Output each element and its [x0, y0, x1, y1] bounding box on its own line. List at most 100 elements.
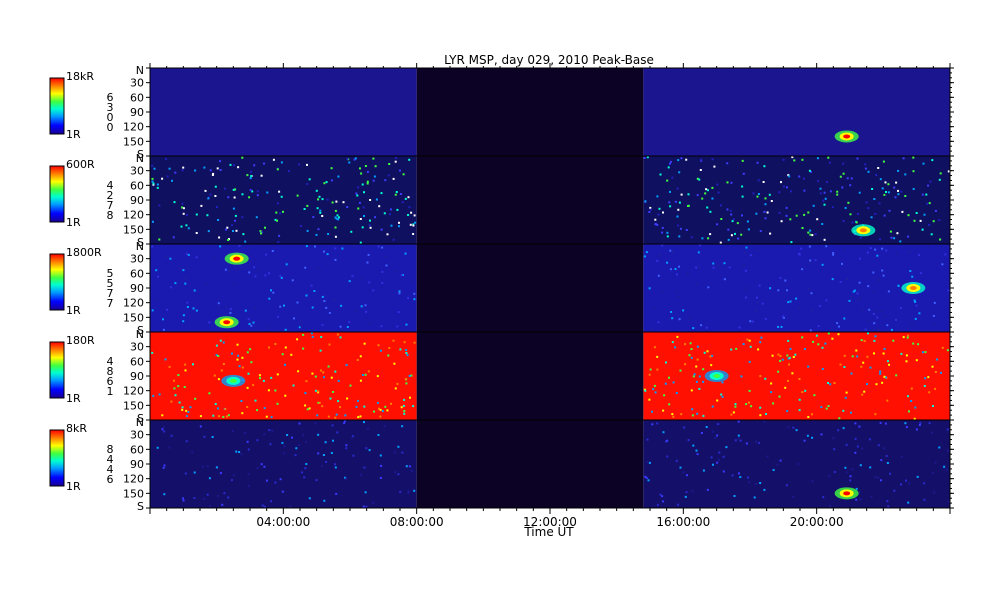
- noise-pixel: [821, 223, 824, 225]
- noise-pixel: [814, 259, 817, 262]
- noise-pixel: [377, 344, 380, 347]
- noise-pixel: [876, 316, 879, 319]
- noise-pixel: [240, 453, 243, 456]
- noise-pixel: [223, 187, 226, 190]
- noise-pixel: [248, 323, 251, 325]
- noise-pixel: [843, 354, 846, 357]
- noise-pixel: [317, 452, 320, 455]
- colorbar: [49, 429, 65, 487]
- noise-pixel: [246, 406, 249, 408]
- noise-pixel: [280, 276, 283, 279]
- noise-pixel: [855, 498, 858, 501]
- noise-pixel: [182, 497, 184, 500]
- noise-pixel: [226, 415, 228, 418]
- noise-pixel: [931, 431, 934, 434]
- noise-pixel: [874, 475, 877, 478]
- noise-pixel: [174, 282, 177, 285]
- noise-pixel: [311, 372, 314, 375]
- noise-pixel: [850, 177, 853, 180]
- noise-pixel: [939, 172, 942, 175]
- noise-pixel: [737, 434, 740, 437]
- noise-pixel: [665, 361, 667, 364]
- noise-pixel: [894, 196, 897, 199]
- noise-pixel: [842, 409, 845, 412]
- noise-pixel: [316, 207, 319, 210]
- noise-pixel: [940, 371, 942, 374]
- noise-pixel: [770, 391, 773, 394]
- noise-pixel: [704, 192, 707, 195]
- noise-pixel: [784, 386, 787, 389]
- noise-pixel: [731, 474, 734, 477]
- noise-pixel: [858, 191, 861, 194]
- noise-pixel: [378, 407, 380, 410]
- noise-pixel: [323, 499, 326, 502]
- channel-digit: 0: [107, 111, 114, 124]
- noise-pixel: [262, 379, 265, 382]
- noise-pixel: [216, 495, 219, 498]
- noise-pixel: [346, 397, 349, 400]
- noise-pixel: [654, 223, 657, 226]
- noise-pixel: [717, 191, 720, 194]
- noise-pixel: [184, 282, 187, 285]
- noise-pixel: [234, 214, 237, 217]
- noise-pixel: [304, 467, 307, 470]
- noise-pixel: [700, 158, 703, 161]
- noise-pixel: [832, 252, 835, 254]
- noise-pixel: [405, 349, 408, 351]
- noise-pixel: [350, 230, 353, 233]
- noise-pixel: [707, 286, 710, 289]
- noise-pixel: [254, 275, 257, 278]
- noise-pixel: [858, 425, 861, 428]
- channel-digit: 5: [107, 277, 114, 290]
- noise-pixel: [879, 370, 882, 373]
- noise-pixel: [344, 476, 347, 479]
- channel-digit: 3: [107, 101, 114, 114]
- noise-pixel: [185, 415, 188, 418]
- noise-pixel: [392, 238, 395, 241]
- noise-pixel: [779, 459, 782, 462]
- noise-pixel: [185, 440, 188, 443]
- colorbar-max-label: 600R: [66, 158, 95, 171]
- noise-pixel: [249, 348, 252, 351]
- noise-pixel: [253, 266, 256, 269]
- noise-pixel: [934, 209, 937, 212]
- noise-pixel: [932, 314, 935, 317]
- noise-pixel: [241, 356, 244, 359]
- noise-pixel: [849, 479, 852, 482]
- noise-pixel: [929, 180, 932, 183]
- noise-pixel: [211, 174, 214, 176]
- noise-pixel: [867, 170, 870, 173]
- noise-pixel: [709, 210, 712, 213]
- noise-pixel: [706, 206, 709, 209]
- noise-pixel: [151, 180, 154, 183]
- noise-pixel: [248, 196, 251, 199]
- noise-pixel: [337, 400, 340, 403]
- y-tick-label: 120: [123, 209, 144, 222]
- noise-pixel: [163, 464, 166, 467]
- noise-pixel: [895, 374, 898, 377]
- noise-pixel: [181, 408, 184, 411]
- noise-pixel: [856, 292, 859, 295]
- noise-pixel: [896, 252, 899, 255]
- noise-pixel: [248, 271, 251, 274]
- noise-pixel: [251, 190, 254, 193]
- noise-pixel: [156, 446, 159, 449]
- noise-pixel: [250, 324, 253, 327]
- noise-pixel: [296, 194, 299, 197]
- noise-pixel: [185, 409, 188, 412]
- noise-pixel: [866, 383, 868, 386]
- noise-pixel: [727, 238, 730, 241]
- noise-pixel: [842, 220, 845, 222]
- noise-pixel: [798, 409, 801, 412]
- noise-pixel: [277, 241, 280, 244]
- noise-pixel: [279, 274, 282, 277]
- noise-pixel: [747, 476, 750, 479]
- noise-pixel: [798, 378, 801, 380]
- noise-pixel: [764, 203, 767, 206]
- noise-pixel: [807, 211, 810, 214]
- noise-pixel: [246, 440, 249, 443]
- noise-pixel: [905, 479, 907, 482]
- noise-pixel: [699, 169, 702, 171]
- noise-pixel: [851, 221, 854, 224]
- noise-pixel: [696, 194, 699, 197]
